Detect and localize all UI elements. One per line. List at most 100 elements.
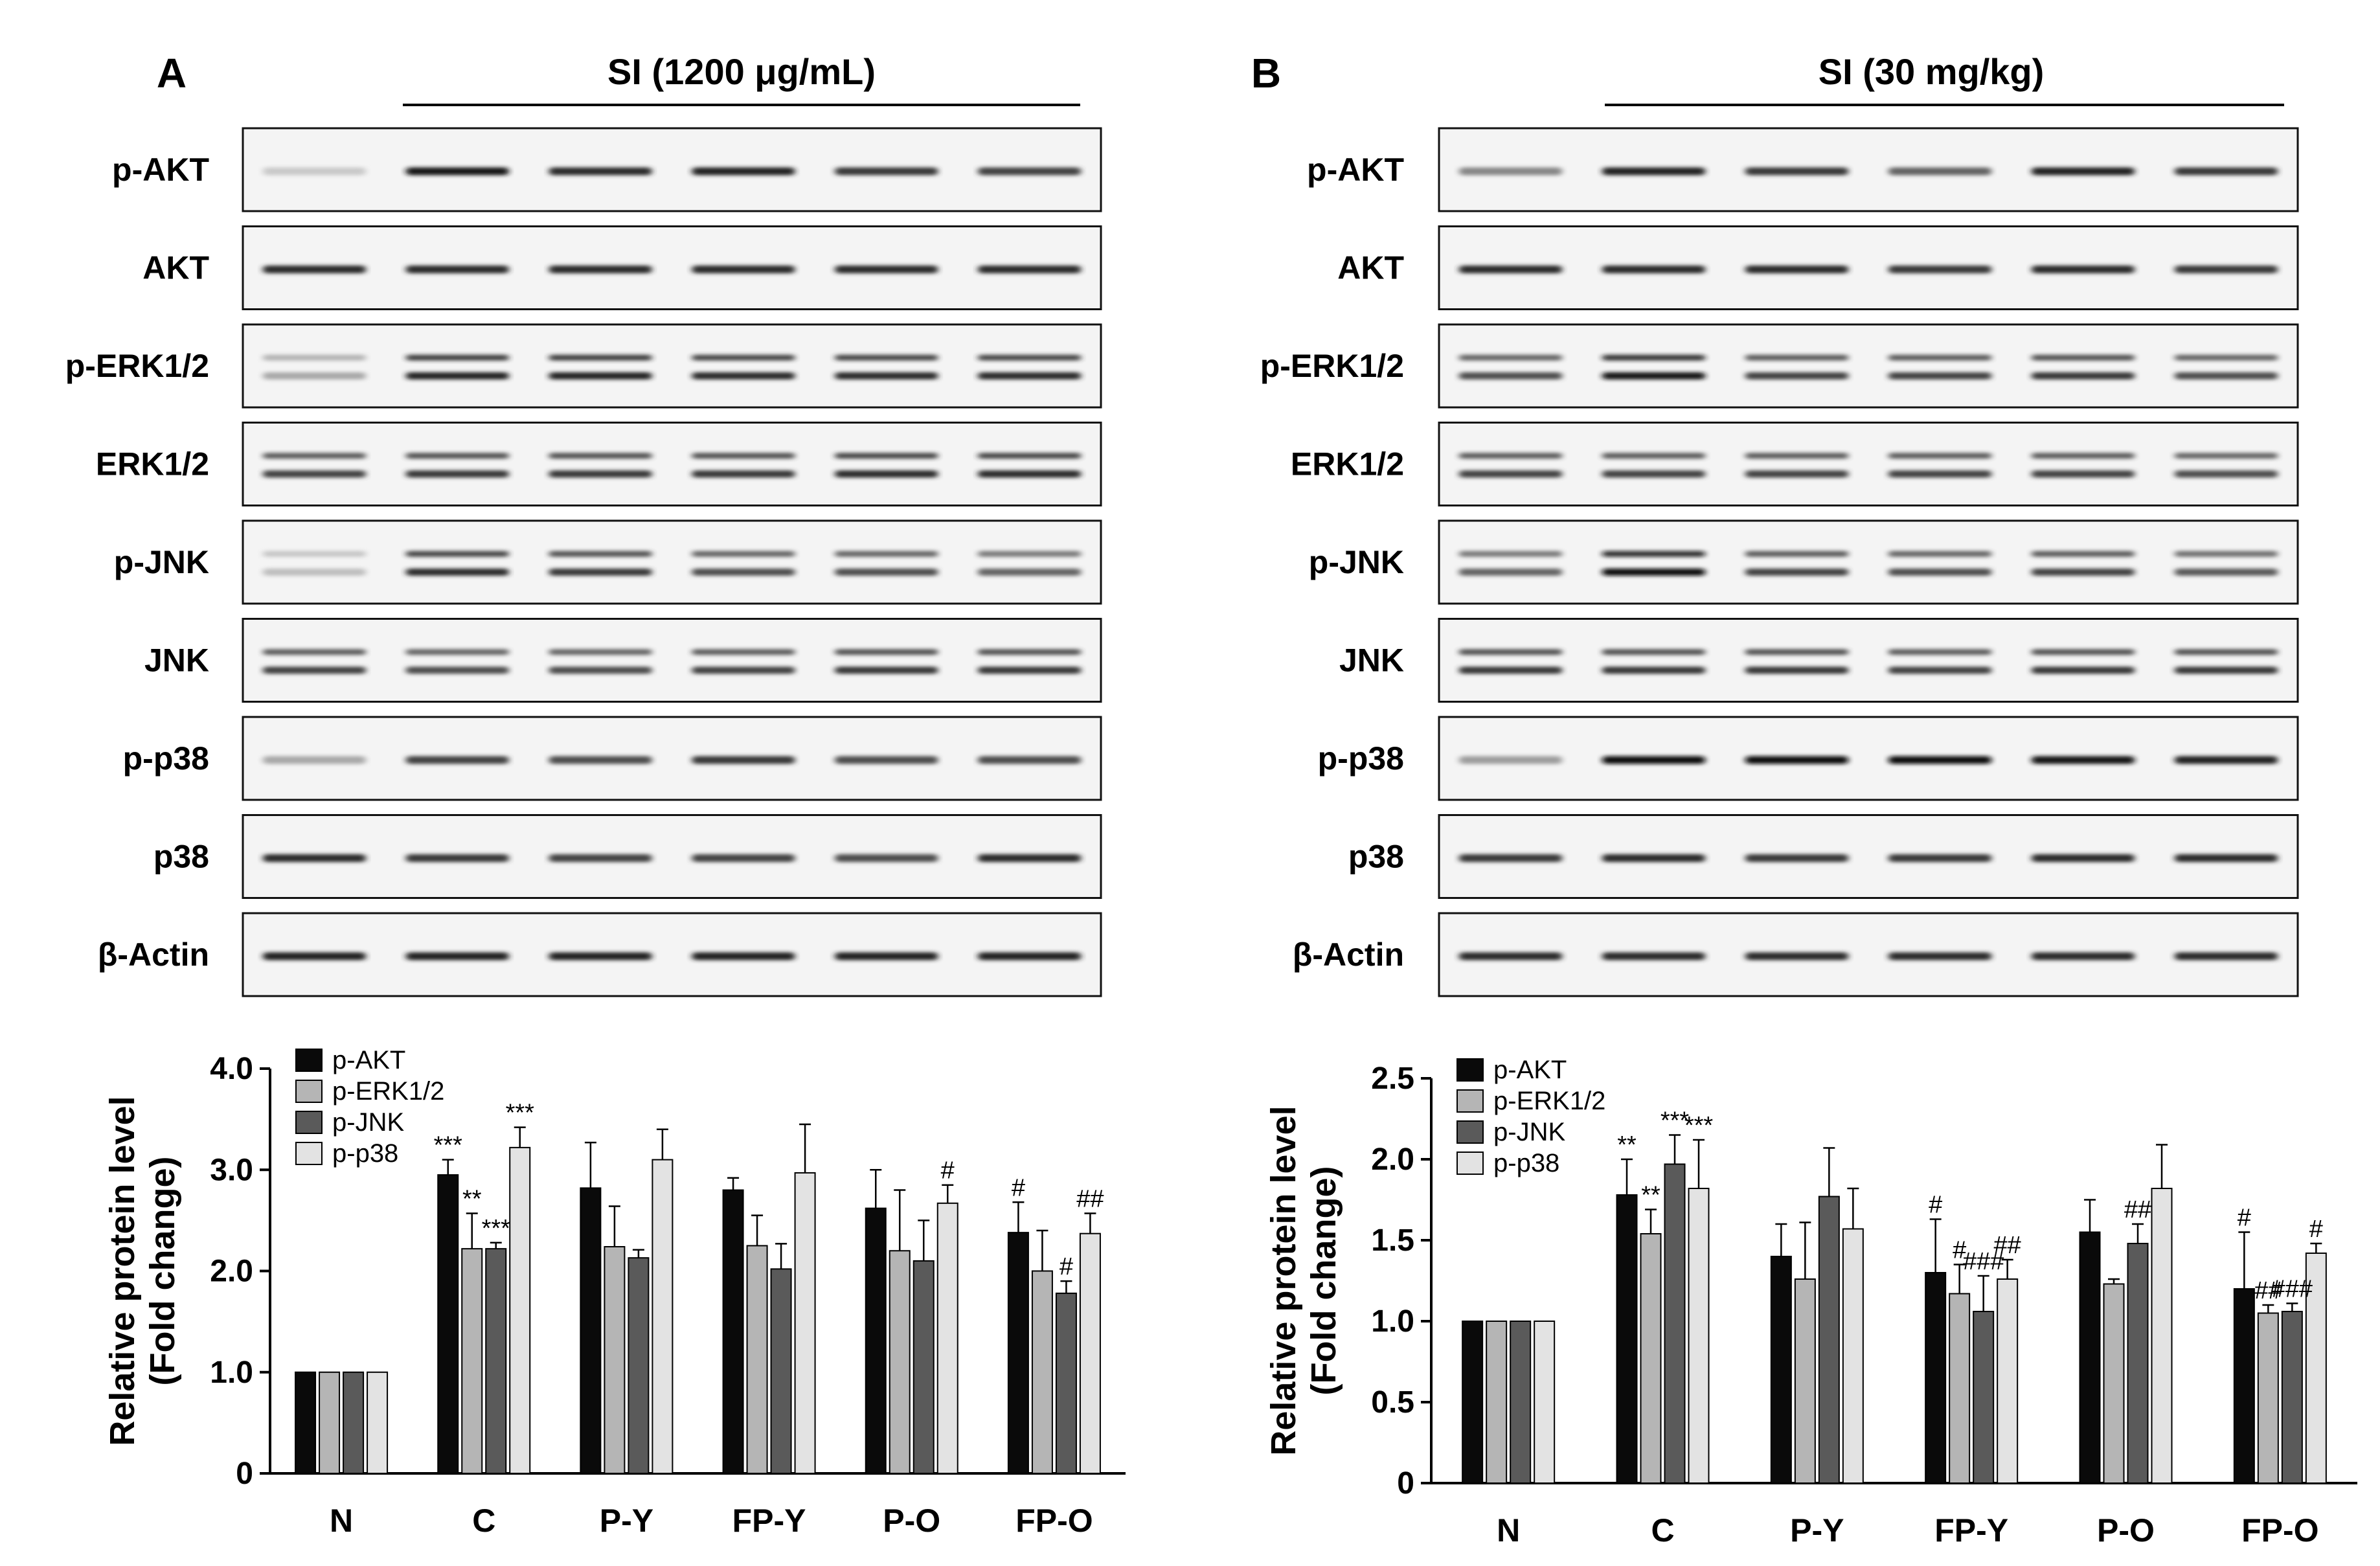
panel-b-blot-band: [1888, 372, 1992, 380]
panel-b-blot-band: [1745, 854, 1849, 863]
panel-a-blot-band: [549, 568, 652, 576]
panel-a-bar: [1007, 1232, 1029, 1474]
panel-b-blot-frame: [1438, 618, 2299, 703]
panel-b-significance-mark: ###: [2272, 1276, 2313, 1303]
panel-a-y-tick-label: 4.0: [210, 1052, 253, 1086]
panel-b-blot-band: [1888, 649, 1992, 655]
panel-a-bar: [746, 1245, 768, 1474]
panel-b-blot-band: [1458, 854, 1563, 863]
panel-b-condition: SI (30 mg/kg): [1819, 51, 2045, 92]
panel-b-blot-row: p-ERK1/2: [1260, 323, 2299, 409]
panel-a-bar: [628, 1257, 650, 1474]
panel-b-blot-frame: [1438, 323, 2299, 409]
panel-b-bar: [2079, 1231, 2101, 1484]
panel-a-significance-mark: ***: [482, 1215, 511, 1242]
panel-a-blot-band: [405, 756, 509, 764]
panel-a-bar: [889, 1250, 911, 1474]
panel-b-category-label: FP-O: [2241, 1512, 2318, 1549]
panel-b-bar: [1486, 1321, 1508, 1484]
panel-b-blot-band: [2174, 550, 2278, 557]
panel-a-blot-band: [978, 649, 1082, 655]
panel-b-bar: [1462, 1321, 1484, 1484]
panel-a-bar: [794, 1172, 816, 1474]
panel-b-blot-band: [1745, 453, 1849, 459]
panel-a-blot-band: [835, 649, 938, 655]
panel-a-blot-frame: [242, 225, 1102, 310]
panel-a-blot-frame: [242, 814, 1102, 899]
panel-a-blot-frame: [242, 912, 1102, 997]
panel-b-blot-band: [1458, 453, 1563, 459]
panel-b-blot-band: [1602, 568, 1706, 576]
panel-b-significance-mark: ##: [2254, 1277, 2282, 1304]
panel-b-blot-band: [1745, 470, 1849, 478]
panel-a-blot-band: [262, 649, 366, 655]
panel-b-blot-frame: [1438, 127, 2299, 212]
panel-a-blot-band: [405, 354, 509, 361]
panel-a-blot-band: [262, 453, 366, 459]
panel-b-legend-swatch: [1456, 1152, 1484, 1175]
panel-a-blot-band: [978, 952, 1082, 960]
panel-b-y-tick-label: 0.5: [1371, 1385, 1414, 1420]
panel-b-blot-band: [1602, 649, 1706, 655]
panel-b-blot-band: [1458, 568, 1563, 576]
panel-a-blot-band: [262, 666, 366, 674]
panel-b-blot-band: [2174, 470, 2278, 478]
panel-b-bar-chart: 0 0.5 1.0 1.5 2.0 2.5 Relative protein level(F…: [1264, 1056, 2357, 1549]
panel-a-bar: [936, 1202, 958, 1474]
panel-b-blot-frame: [1438, 814, 2299, 899]
panel-a-blot-band: [549, 756, 652, 764]
panel-b-category-label: C: [1651, 1512, 1674, 1549]
panel-a-blot-band: [692, 649, 795, 655]
panel-a-blot-band: [835, 756, 938, 764]
panel-b-category-label: N: [1497, 1512, 1520, 1549]
panel-b-blot-band: [1458, 470, 1563, 478]
panel-b-blot-band: [1888, 550, 1992, 557]
panel-b-blot-band: [1602, 854, 1706, 863]
panel-b-blot-frame: [1438, 519, 2299, 605]
panel-a-blot-band: [835, 550, 938, 557]
panel-a-legend-swatch: [295, 1111, 323, 1134]
panel-a-bar: [1031, 1270, 1053, 1474]
panel-a-blot-band: [835, 372, 938, 380]
panel-a-bar: [652, 1159, 674, 1474]
panel-b-blot-band: [1602, 666, 1706, 674]
panel-a-legend-swatch: [295, 1080, 323, 1103]
panel-b-blot-band: [1745, 266, 1849, 274]
panel-b-bar: [1997, 1278, 2019, 1484]
panel-a-blot-band: [405, 266, 509, 274]
panel-b-blot-band: [2174, 266, 2278, 274]
panel-a-y-axis-title: Relative protein level(Fold change): [103, 1096, 182, 1446]
panel-a-blot-band: [549, 470, 652, 478]
panel-b-blot-row: p-JNK: [1309, 519, 2299, 605]
panel-a-significance-mark: ***: [506, 1100, 535, 1127]
panel-b-blot-row: JNK: [1339, 618, 2299, 703]
panel-b-bar: [1925, 1272, 1947, 1484]
panel-b-blot-band: [1745, 167, 1849, 176]
panel-b-blot-label: p-AKT: [1307, 152, 1404, 188]
panel-b-legend-label: p-AKT: [1493, 1056, 1567, 1084]
panel-a-blot-row: β-Actin: [98, 912, 1102, 997]
panel-a-blot-frame: [242, 323, 1102, 409]
panel-a-blot-band: [405, 649, 509, 655]
panel-b-blot-band: [1458, 649, 1563, 655]
panel-a-blot-row: p38: [153, 814, 1102, 899]
panel-a-blot-band: [978, 167, 1082, 176]
panel-a-blot-band: [405, 550, 509, 557]
panel-b-blot-band: [1745, 354, 1849, 361]
panel-a-blot-band: [978, 470, 1082, 478]
panel-a-category-label: P-Y: [600, 1503, 653, 1539]
panel-a-legend-swatch: [295, 1049, 323, 1072]
panel-a-blot-band: [405, 666, 509, 674]
panel-a-blot-band: [262, 854, 366, 863]
panel-a-blot-label: p38: [153, 839, 209, 875]
panel-b-legend-swatch: [1456, 1058, 1484, 1082]
panel-b-blot-band: [1888, 266, 1992, 274]
panel-b-blot-band: [2174, 167, 2278, 176]
panel-b-bar: [1664, 1163, 1686, 1484]
panel-a-y-tick-label: 0: [236, 1457, 253, 1491]
panel-a-blot-band: [262, 354, 366, 361]
panel-b-bar: [1640, 1233, 1662, 1484]
panel-a-blot-band: [692, 453, 795, 459]
panel-a-blot-row: JNK: [144, 618, 1102, 703]
